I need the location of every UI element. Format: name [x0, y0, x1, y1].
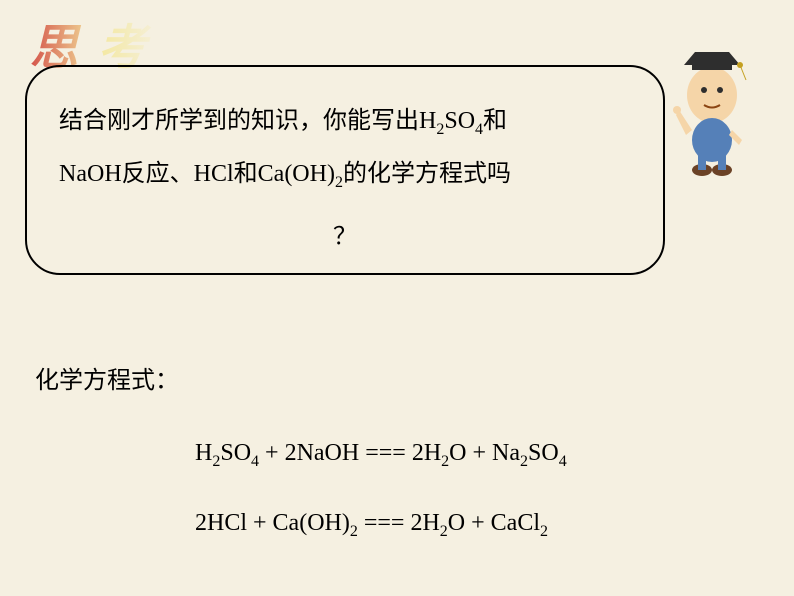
eq1-p4: O + Na	[449, 440, 520, 466]
speech-bubble: 结合刚才所学到的知识，你能写出H2SO4和 NaOH反应、HCl和Ca(OH)2…	[25, 65, 665, 275]
eq1-p3: + 2NaOH === 2H	[259, 440, 441, 466]
eq2-p1: 2HCl + Ca(OH)	[195, 510, 350, 536]
eq2-s1: 2	[350, 523, 358, 540]
character-icon	[664, 40, 764, 180]
eq2-s3: 2	[540, 523, 548, 540]
eq1-s4: 2	[520, 453, 528, 470]
eq2-p2: === 2H	[358, 510, 440, 536]
eq1-p2: SO	[220, 440, 251, 466]
eq2-s2: 2	[440, 523, 448, 540]
eq1-p5: SO	[528, 440, 559, 466]
eq1-s3: 2	[441, 453, 449, 470]
eq1-s5: 4	[559, 453, 567, 470]
speech-line2-post: 的化学方程式吗	[343, 161, 511, 187]
eq2-p3: O + CaCl	[448, 510, 540, 536]
speech-sub3: 2	[335, 174, 343, 191]
speech-line1-mid: SO	[444, 108, 475, 134]
speech-line1-pre: 结合刚才所学到的知识，你能写出H	[59, 108, 436, 134]
speech-line1-post: 和	[483, 108, 507, 134]
eq1-p1: H	[195, 440, 212, 466]
question-mark: ？	[59, 211, 631, 264]
speech-sub2: 4	[475, 121, 483, 138]
speech-text: 结合刚才所学到的知识，你能写出H2SO4和 NaOH反应、HCl和Ca(OH)2…	[59, 95, 631, 263]
equation-2: 2HCl + Ca(OH)2 === 2H2O + CaCl2	[195, 510, 548, 541]
eq1-s2: 4	[251, 453, 259, 470]
equation-1: H2SO4 + 2NaOH === 2H2O + Na2SO4	[195, 440, 567, 471]
speech-line2-pre: NaOH反应、HCl和Ca(OH)	[59, 161, 335, 187]
equations-label: 化学方程式：	[35, 360, 179, 395]
